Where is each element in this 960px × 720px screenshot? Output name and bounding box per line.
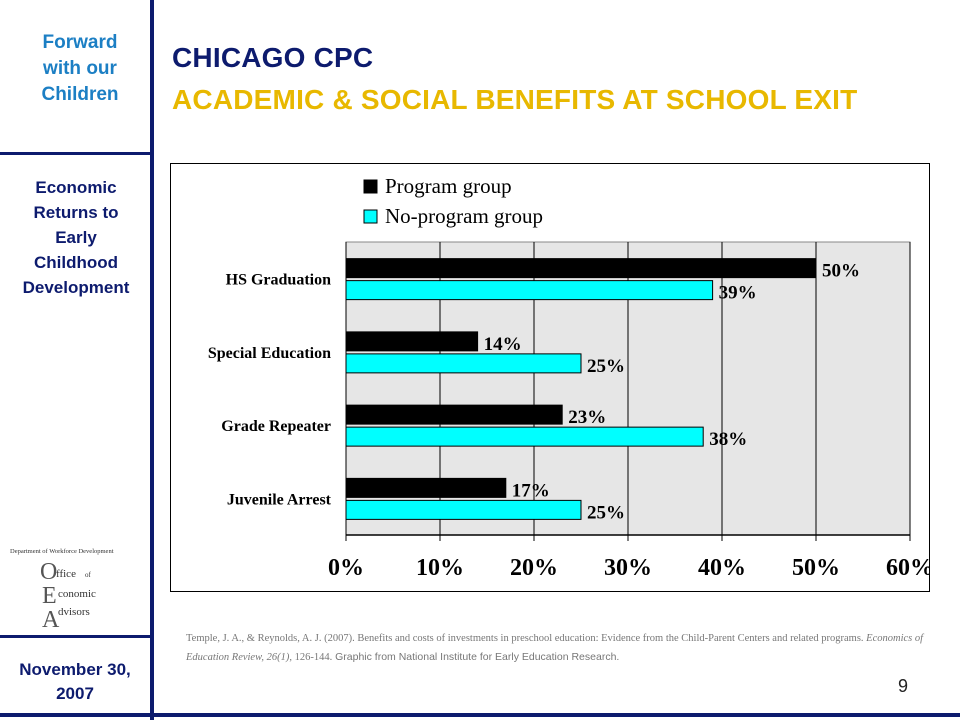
data-label: 25% (587, 502, 625, 523)
x-tick-label: 40% (698, 555, 746, 581)
bar-no-program (345, 353, 582, 374)
citation-pages: 126-144. (291, 652, 333, 663)
date-line: November 30, (19, 660, 131, 679)
category-label: Grade Repeater (221, 418, 331, 435)
topic-title: Economic Returns to Early Childhood Deve… (0, 175, 152, 300)
data-label: 25% (587, 356, 625, 377)
logo-letter-e: E (42, 583, 57, 609)
bar-program (345, 258, 817, 279)
logo-letter-a: A (42, 607, 60, 630)
bar-chart: 0% 10% 20% 30% 40% 50% 60% HS Graduation 50% 39% S… (208, 174, 929, 581)
citation-reference: Temple, J. A., & Reynolds, A. J. (2007).… (186, 633, 867, 644)
category-label: Juvenile Arrest (227, 491, 332, 508)
x-tick-label: 10% (416, 555, 464, 581)
legend-swatch (363, 209, 378, 224)
slide-subtitle: ACADEMIC & SOCIAL BENEFITS AT SCHOOL EXI… (172, 84, 858, 115)
x-tick-label: 50% (792, 555, 840, 581)
slide-title: CHICAGO CPC (172, 42, 374, 73)
logo-word-of: of (85, 571, 92, 579)
sidebar: Forward with our Children Economic Retur… (0, 0, 152, 720)
brand-line: Forward (42, 32, 118, 53)
legend-label: Program group (385, 174, 512, 198)
x-tick-label: 60% (886, 555, 929, 581)
data-label: 38% (709, 429, 747, 450)
data-label: 23% (568, 407, 606, 428)
logo-dept-text: Department of Workforce Development (10, 548, 114, 555)
data-label: 14% (484, 334, 522, 355)
bar-no-program (345, 499, 582, 520)
topic-line: Childhood (33, 253, 119, 272)
sidebar-border (150, 0, 154, 720)
citation-source: Graphic from National Institute for Earl… (332, 651, 620, 663)
data-label: 17% (512, 480, 550, 501)
divider (0, 635, 150, 638)
topic-line: Development (22, 278, 130, 297)
chart-frame: 0% 10% 20% 30% 40% 50% 60% HS Graduation 50% 39% S… (170, 163, 930, 592)
citation: Temple, J. A., & Reynolds, A. J. (2007).… (186, 629, 946, 667)
logo-word-dvisors: dvisors (58, 606, 90, 618)
x-tick-label: 0% (328, 555, 364, 581)
page-number: 9 (898, 676, 909, 696)
bar-program (345, 404, 563, 425)
brand-line: with our (43, 58, 117, 79)
x-tick-label: 30% (604, 555, 652, 581)
topic-line: Economic (35, 178, 117, 197)
divider (0, 152, 150, 155)
x-tick-label: 20% (510, 555, 558, 581)
legend-swatch (363, 179, 378, 194)
brand-tagline: Forward with our Children (0, 30, 160, 108)
date-line: 2007 (56, 684, 94, 703)
topic-line: Returns to (33, 203, 119, 222)
data-label: 39% (719, 283, 757, 304)
bar-program (345, 331, 479, 352)
bar-no-program (345, 426, 704, 447)
bar-program (345, 477, 507, 498)
bar-no-program (345, 280, 714, 301)
topic-line: Early (55, 228, 97, 247)
footer-border (0, 713, 960, 717)
office-of-economic-advisors-logo: Department of Workforce Development O ff… (10, 548, 114, 630)
presentation-date: November 30, 2007 (0, 658, 150, 706)
legend-label: No-program group (385, 204, 543, 228)
logo-word-conomic: conomic (58, 588, 96, 600)
category-label: HS Graduation (226, 272, 331, 289)
category-label: Special Education (208, 345, 331, 362)
brand-line: Children (41, 84, 119, 105)
logo-letter-o: O (40, 559, 57, 585)
data-label: 50% (822, 261, 860, 282)
logo-word-ffice: ffice (56, 568, 76, 580)
citation-journal: Economics of Education Review, 26(1), (186, 633, 924, 663)
